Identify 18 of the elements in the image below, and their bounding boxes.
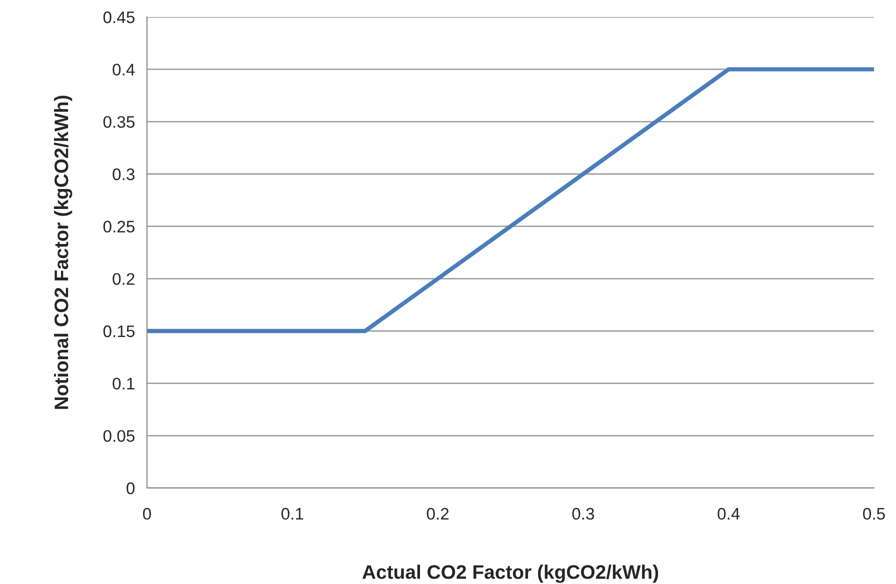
- x-axis-title: Actual CO2 Factor (kgCO2/kWh): [362, 564, 658, 583]
- y-tick-label: 0.05: [103, 430, 134, 442]
- y-tick-label: 0.1: [112, 378, 134, 390]
- x-tick-label: 0.1: [281, 508, 304, 520]
- x-tick-label: 0.3: [572, 508, 594, 520]
- y-tick-label: 0.4: [112, 64, 135, 76]
- x-tick-label: 0: [143, 508, 151, 520]
- y-tick-label: 0.3: [112, 168, 134, 180]
- y-tick-label: 0.15: [103, 325, 134, 338]
- y-tick-label: 0: [126, 482, 135, 494]
- y-tick-label: 0.45: [103, 11, 134, 24]
- y-tick-label: 0.25: [103, 220, 134, 233]
- y-tick-label: 0.35: [103, 116, 134, 128]
- x-tick-label: 0.2: [426, 508, 449, 520]
- x-tick-label: 0.5: [863, 508, 885, 520]
- y-axis-title: Notional CO2 Factor (kgCO2/kWh): [54, 96, 72, 409]
- x-tick-label: 0.4: [718, 508, 740, 520]
- y-tick-label: 0.2: [112, 273, 134, 285]
